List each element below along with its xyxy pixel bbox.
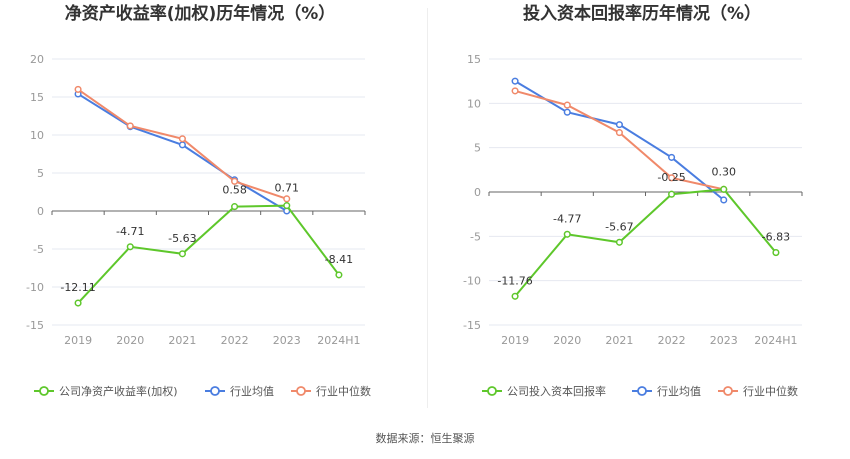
- legend-label: 行业中位数: [743, 384, 798, 398]
- y-tick-label: 5: [37, 167, 44, 180]
- data-label: -8.41: [325, 253, 353, 266]
- roe-chart: 净资产收益率(加权)历年情况（%） -15 -10 -5 0 5 10 15 20 2019 202…: [26, 3, 371, 398]
- data-point-company: [178, 250, 186, 258]
- data-point-company: [772, 249, 780, 257]
- data-point-company: [720, 185, 728, 193]
- y-tick-label: 10: [467, 97, 481, 110]
- legend-label: 行业中位数: [316, 384, 371, 398]
- legend-label: 公司投入资本回报率: [507, 384, 606, 398]
- data-point-industry-median: [668, 174, 676, 182]
- y-tick-label: 20: [30, 53, 44, 66]
- data-point-industry-avg: [178, 141, 186, 149]
- x-tick-label: 2019: [64, 334, 92, 347]
- data-point-industry-median: [74, 85, 82, 93]
- y-tick-label: -5: [470, 230, 481, 243]
- data-point-industry-median: [231, 177, 239, 185]
- data-label: -11.76: [497, 274, 532, 287]
- legend-swatch-marker: [210, 386, 220, 396]
- legend-swatch-marker: [487, 386, 497, 396]
- y-tick-label: 0: [37, 205, 44, 218]
- x-tick-label: 2022: [658, 334, 686, 347]
- y-tick-label: -10: [463, 275, 481, 288]
- data-label: -0.25: [657, 171, 685, 184]
- y-tick-label: 0: [474, 186, 481, 199]
- data-point-company: [283, 202, 291, 210]
- x-tick-label: 2022: [221, 334, 249, 347]
- data-point-industry-median: [563, 101, 571, 109]
- x-tick-label: 2021: [605, 334, 633, 347]
- data-label: -6.83: [762, 231, 790, 244]
- data-point-industry-avg: [615, 121, 623, 129]
- data-label: -5.63: [168, 232, 196, 245]
- data-point-industry-median: [178, 135, 186, 143]
- data-point-industry-median: [615, 129, 623, 137]
- panel-divider: [427, 8, 428, 408]
- legend-swatch-marker: [723, 386, 733, 396]
- y-tick-label: 15: [467, 53, 481, 66]
- legend-label: 公司净资产收益率(加权): [59, 384, 178, 398]
- roic-chart: 投入资本回报率历年情况（%） -15 -10 -5 0 5 10 15 2019 2020 2021…: [463, 3, 803, 398]
- x-tick-label: 2019: [501, 334, 529, 347]
- data-label: -12.11: [60, 281, 95, 294]
- data-label: -4.71: [116, 225, 144, 238]
- x-tick-label: 2024H1: [317, 334, 360, 347]
- data-point-company: [335, 271, 343, 279]
- data-point-company: [74, 299, 82, 307]
- x-tick-label: 2023: [710, 334, 738, 347]
- x-tick-label: 2021: [168, 334, 196, 347]
- legend-swatch-marker: [296, 386, 306, 396]
- data-point-company: [668, 190, 676, 198]
- y-tick-label: 10: [30, 129, 44, 142]
- data-point-industry-median: [283, 195, 291, 203]
- data-point-company: [563, 230, 571, 238]
- y-tick-label: -15: [26, 319, 44, 332]
- data-point-industry-avg: [668, 153, 676, 161]
- y-tick-label: -15: [463, 319, 481, 332]
- data-point-company: [511, 292, 519, 300]
- legend-label: 行业均值: [657, 385, 701, 398]
- data-label: 0.58: [222, 184, 247, 197]
- data-point-company: [615, 238, 623, 246]
- legend-label: 行业均值: [230, 385, 274, 398]
- x-tick-label: 2023: [273, 334, 301, 347]
- data-source-note: 数据来源：恒生聚源: [375, 432, 475, 445]
- data-point-company: [231, 203, 239, 211]
- data-point-company: [126, 243, 134, 251]
- data-point-industry-avg: [511, 77, 519, 85]
- x-tick-label: 2020: [116, 334, 144, 347]
- y-tick-label: 15: [30, 91, 44, 104]
- chart-title: 投入资本回报率历年情况（%）: [523, 3, 761, 24]
- data-label: -5.67: [605, 220, 633, 233]
- y-tick-label: -5: [33, 243, 44, 256]
- data-point-industry-avg: [563, 108, 571, 116]
- legend-swatch-marker: [39, 386, 49, 396]
- data-label: 0.71: [275, 182, 300, 195]
- chart-title: 净资产收益率(加权)历年情况（%）: [65, 3, 336, 24]
- series-line-company: [77, 204, 340, 304]
- y-tick-label: 5: [474, 142, 481, 155]
- data-label: 0.30: [712, 165, 737, 178]
- legend-swatch-marker: [637, 386, 647, 396]
- data-point-industry-median: [511, 87, 519, 95]
- x-tick-label: 2020: [553, 334, 581, 347]
- data-point-industry-median: [126, 122, 134, 130]
- series-line-company: [514, 188, 777, 297]
- y-tick-label: -10: [26, 281, 44, 294]
- x-tick-label: 2024H1: [754, 334, 797, 347]
- data-point-industry-avg: [720, 196, 728, 204]
- data-label: -4.77: [553, 212, 581, 225]
